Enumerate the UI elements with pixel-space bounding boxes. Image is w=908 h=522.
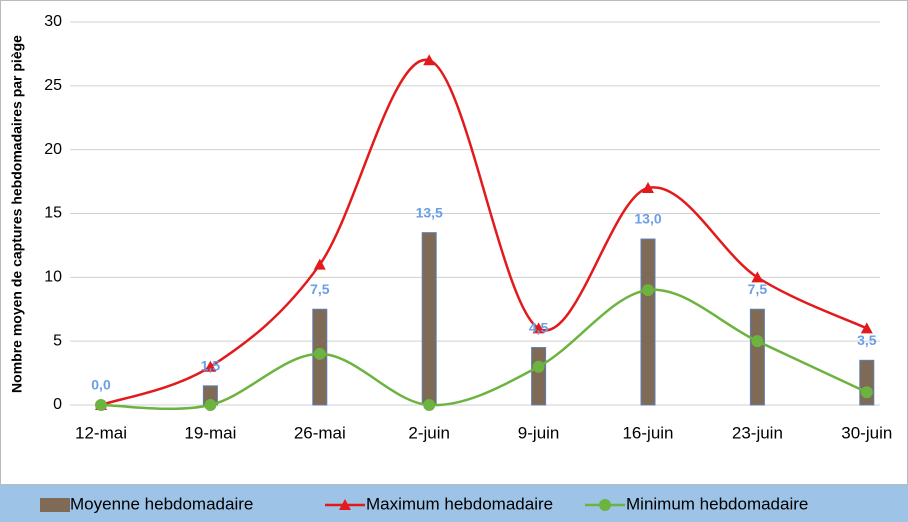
x-tick-label: 16-juin: [622, 423, 673, 442]
point-marker: [95, 399, 107, 411]
x-tick-label: 2-juin: [408, 423, 450, 442]
y-axis-label: Nombre moyen de captures hebdomadaires p…: [9, 35, 25, 393]
data-label: 4,5: [529, 319, 549, 335]
point-marker: [751, 335, 764, 348]
point-marker: [423, 399, 436, 411]
point-marker: [423, 54, 436, 66]
point-marker: [751, 271, 764, 283]
series-line: [100, 288, 868, 411]
x-tick-label: 12-mai: [75, 423, 127, 442]
bar: [531, 347, 547, 406]
legend-label: Moyenne hebdomadaire: [70, 494, 253, 513]
y-tick-label: 30: [44, 13, 62, 30]
bar: [859, 359, 875, 406]
y-tick-label: 25: [44, 77, 62, 94]
point-marker: [532, 322, 545, 334]
legend-swatch: [40, 498, 70, 512]
x-tick-label: 19-mai: [184, 423, 236, 442]
point-marker: [860, 386, 873, 399]
x-tick-label: 23-juin: [732, 423, 783, 442]
bar: [421, 232, 437, 406]
legend-label: Maximum hebdomadaire: [366, 494, 553, 513]
bar: [640, 238, 656, 406]
data-label: 7,5: [748, 281, 768, 297]
data-label: 13,0: [634, 211, 661, 227]
x-tick-label: 30-juin: [841, 423, 892, 442]
chart-frame: [0, 0, 908, 485]
point-marker: [642, 284, 654, 297]
y-tick-label: 5: [53, 332, 62, 349]
point-marker: [313, 347, 326, 360]
legend-label: Minimum hebdomadaire: [626, 494, 808, 513]
series-line: [100, 58, 868, 407]
x-tick-label: 26-mai: [294, 423, 346, 442]
data-label: 13,5: [416, 204, 443, 220]
point-marker: [532, 360, 545, 373]
data-label: 0,0: [91, 377, 111, 393]
bar: [749, 308, 765, 406]
y-tick-label: 20: [44, 141, 62, 158]
x-tick-label: 9-juin: [518, 423, 560, 442]
point-marker: [204, 399, 217, 411]
y-tick-label: 15: [44, 205, 62, 222]
legend-band: [0, 485, 908, 522]
y-tick-label: 0: [53, 396, 62, 413]
legend-marker: [599, 499, 611, 511]
point-marker: [313, 258, 326, 270]
point-marker: [860, 322, 873, 334]
point-marker: [642, 181, 654, 193]
y-tick-label: 10: [44, 269, 62, 286]
point-marker: [204, 360, 217, 372]
data-label: 1,5: [201, 358, 221, 374]
data-label: 7,5: [310, 281, 330, 297]
legend-marker: [339, 499, 351, 510]
data-label: 3,5: [857, 332, 877, 348]
